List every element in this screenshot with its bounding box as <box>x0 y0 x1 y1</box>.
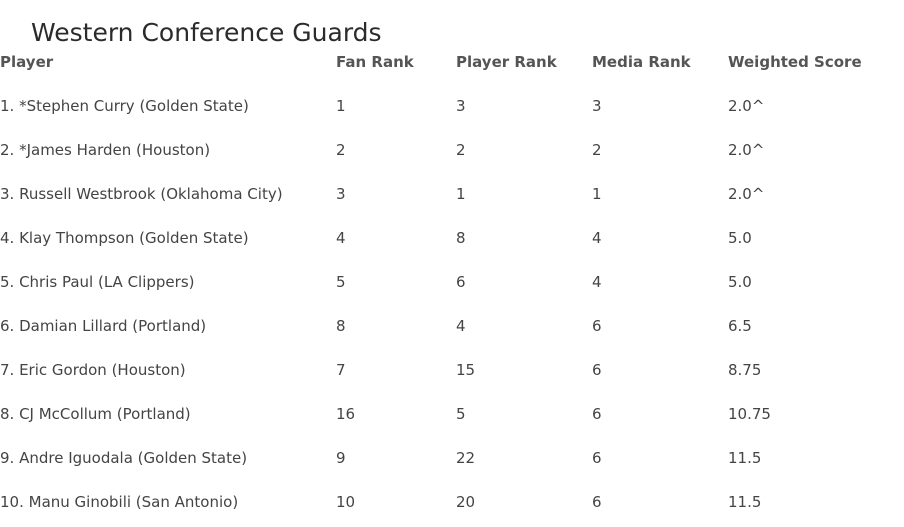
media-rank-cell: 4 <box>592 229 602 247</box>
player-rank-cell: 4 <box>456 317 466 335</box>
player-cell: 8. CJ McCollum (Portland) <box>0 405 191 423</box>
player-cell: 9. Andre Iguodala (Golden State) <box>0 449 248 467</box>
player-cell: 4. Klay Thompson (Golden State) <box>0 229 249 247</box>
player-rank-cell: 6 <box>456 273 466 291</box>
player-cell: 7. Eric Gordon (Houston) <box>0 361 186 379</box>
table-row: 6. Damian Lillard (Portland) 8 4 6 6.5 <box>0 304 904 348</box>
fan-rank-cell: 5 <box>336 273 346 291</box>
player-cell: 6. Damian Lillard (Portland) <box>0 317 207 335</box>
player-cell: 10. Manu Ginobili (San Antonio) <box>0 493 239 511</box>
weighted-score-cell: 11.5 <box>728 493 762 511</box>
column-header-player-rank: Player Rank <box>456 53 557 71</box>
weighted-score-cell: 5.0 <box>728 229 752 247</box>
fan-rank-cell: 8 <box>336 317 346 335</box>
media-rank-cell: 4 <box>592 273 602 291</box>
column-header-weighted-score: Weighted Score <box>728 53 862 71</box>
weighted-score-cell: 2.0^ <box>728 185 765 203</box>
table-header-row: Player Fan Rank Player Rank Media Rank W… <box>0 40 904 84</box>
table-row: 2. *James Harden (Houston) 2 2 2 2.0^ <box>0 128 904 172</box>
fan-rank-cell: 1 <box>336 97 346 115</box>
weighted-score-cell: 2.0^ <box>728 97 765 115</box>
table-row: 3. Russell Westbrook (Oklahoma City) 3 1… <box>0 172 904 216</box>
fan-rank-cell: 10 <box>336 493 356 511</box>
weighted-score-cell: 8.75 <box>728 361 762 379</box>
player-rank-cell: 3 <box>456 97 466 115</box>
player-rank-cell: 1 <box>456 185 466 203</box>
column-header-player: Player <box>0 53 54 71</box>
weighted-score-cell: 5.0 <box>728 273 752 291</box>
page-title: Western Conference Guards <box>31 17 382 47</box>
fan-rank-cell: 16 <box>336 405 356 423</box>
media-rank-cell: 6 <box>592 493 602 511</box>
fan-rank-cell: 2 <box>336 141 346 159</box>
table-row: 10. Manu Ginobili (San Antonio) 10 20 6 … <box>0 480 904 524</box>
player-rank-cell: 5 <box>456 405 466 423</box>
player-rank-cell: 15 <box>456 361 476 379</box>
player-rank-cell: 8 <box>456 229 466 247</box>
media-rank-cell: 2 <box>592 141 602 159</box>
media-rank-cell: 3 <box>592 97 602 115</box>
table-row: 9. Andre Iguodala (Golden State) 9 22 6 … <box>0 436 904 480</box>
media-rank-cell: 6 <box>592 449 602 467</box>
player-cell: 2. *James Harden (Houston) <box>0 141 211 159</box>
weighted-score-cell: 6.5 <box>728 317 752 335</box>
weighted-score-cell: 10.75 <box>728 405 771 423</box>
table-row: 4. Klay Thompson (Golden State) 4 8 4 5.… <box>0 216 904 260</box>
fan-rank-cell: 3 <box>336 185 346 203</box>
table-row: 8. CJ McCollum (Portland) 16 5 6 10.75 <box>0 392 904 436</box>
weighted-score-cell: 2.0^ <box>728 141 765 159</box>
media-rank-cell: 6 <box>592 361 602 379</box>
player-rank-cell: 20 <box>456 493 476 511</box>
player-rank-cell: 2 <box>456 141 466 159</box>
fan-rank-cell: 7 <box>336 361 346 379</box>
fan-rank-cell: 4 <box>336 229 346 247</box>
player-cell: 3. Russell Westbrook (Oklahoma City) <box>0 185 283 203</box>
fan-rank-cell: 9 <box>336 449 346 467</box>
player-cell: 1. *Stephen Curry (Golden State) <box>0 97 249 115</box>
column-header-media-rank: Media Rank <box>592 53 691 71</box>
table-row: 1. *Stephen Curry (Golden State) 1 3 3 2… <box>0 84 904 128</box>
media-rank-cell: 6 <box>592 317 602 335</box>
table-row: 7. Eric Gordon (Houston) 7 15 6 8.75 <box>0 348 904 392</box>
player-cell: 5. Chris Paul (LA Clippers) <box>0 273 195 291</box>
player-rank-cell: 22 <box>456 449 476 467</box>
media-rank-cell: 6 <box>592 405 602 423</box>
table-row: 5. Chris Paul (LA Clippers) 5 6 4 5.0 <box>0 260 904 304</box>
column-header-fan-rank: Fan Rank <box>336 53 414 71</box>
rankings-table: Player Fan Rank Player Rank Media Rank W… <box>0 40 904 524</box>
weighted-score-cell: 11.5 <box>728 449 762 467</box>
media-rank-cell: 1 <box>592 185 602 203</box>
